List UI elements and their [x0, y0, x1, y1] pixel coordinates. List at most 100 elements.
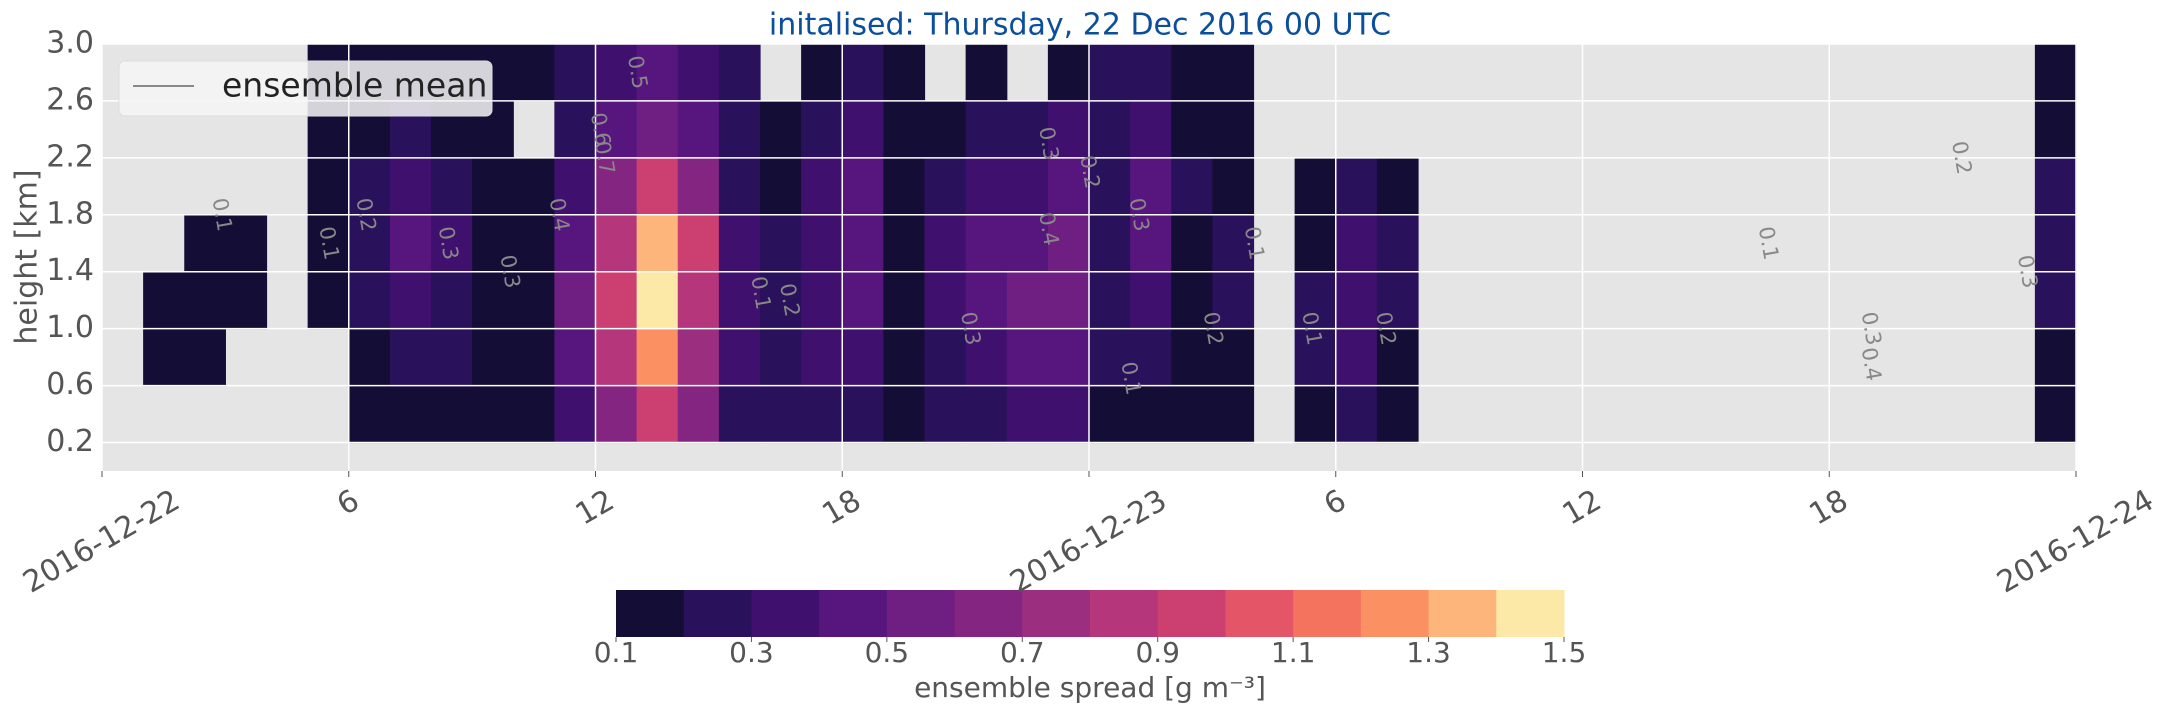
spread-cell: [595, 44, 638, 102]
spread-cell: [965, 328, 1008, 387]
spread-cell: [184, 214, 226, 273]
spread-cell: [1089, 44, 1131, 102]
spread-cell: [842, 214, 884, 273]
spread-cell: [883, 214, 926, 273]
spread-cell: [431, 214, 473, 273]
spread-cell: [348, 385, 391, 444]
spread-cell: [1047, 214, 1090, 273]
colorbar-patch: [1090, 590, 1159, 637]
spread-cell: [1047, 100, 1090, 159]
spread-cell: [307, 271, 350, 330]
spread-cell: [718, 328, 761, 387]
spread-cell: [718, 385, 761, 444]
mean-contour-label: 0.2: [1199, 310, 1228, 347]
spread-cell: [883, 100, 926, 159]
spread-cell: [1130, 214, 1172, 273]
spread-cell: [677, 328, 720, 387]
spread-cell: [431, 271, 473, 330]
mean-contour-label: 0.1: [1754, 225, 1783, 262]
spread-cell: [760, 157, 802, 216]
x-tick-label: 12: [1557, 483, 1608, 532]
spread-cell: [801, 214, 843, 273]
legend-box: [118, 60, 493, 117]
mean-contour-label: 0.4: [1857, 346, 1886, 383]
spread-cell: [965, 100, 1008, 159]
mean-contour-label: 0.2: [1947, 139, 1976, 176]
mean-contour-label: 0.2: [351, 196, 380, 233]
spread-cell: [1335, 271, 1378, 330]
spread-cell: [1294, 385, 1337, 444]
colorbar-patch: [1157, 590, 1226, 637]
spread-cell: [389, 157, 432, 216]
mean-contour-label: 0.1: [1240, 225, 1269, 262]
spread-cell: [513, 271, 555, 330]
spread-cell: [1171, 385, 1213, 444]
spread-cell: [965, 44, 1008, 102]
spread-cell: [801, 100, 843, 159]
spread-cell: [1130, 100, 1172, 159]
x-tick-label: 2016-12-23: [1004, 483, 1172, 600]
spread-cell: [883, 328, 926, 387]
spread-cell: [636, 44, 679, 102]
spread-cell: [677, 44, 720, 102]
spread-cell: [348, 328, 391, 387]
y-tick-label: 1.8: [46, 196, 94, 231]
spread-cell: [760, 271, 802, 330]
spread-cell: [677, 214, 720, 273]
spread-cell: [924, 328, 967, 387]
spread-cell: [184, 271, 226, 330]
colorbar-tick-label: 0.9: [1135, 636, 1180, 669]
spread-cell: [760, 214, 802, 273]
spread-cell: [595, 100, 638, 159]
spread-cell: [1212, 271, 1255, 330]
spread-cell: [1171, 214, 1213, 273]
spread-cell: [842, 271, 884, 330]
spread-cell: [1335, 385, 1378, 444]
spread-cell: [718, 157, 761, 216]
spread-cell: [842, 328, 884, 387]
spread-cell: [924, 271, 967, 330]
spread-cell: [1376, 214, 1419, 273]
spread-cell: [554, 328, 597, 387]
spread-cell: [1089, 214, 1131, 273]
y-axis-label: height [km]: [10, 169, 45, 344]
spread-cell: [389, 271, 432, 330]
spread-cell: [842, 157, 884, 216]
spread-cell: [1335, 157, 1378, 216]
spread-cell: [1294, 328, 1337, 387]
colorbar-patch: [751, 590, 820, 637]
mean-contour-label: 0.3: [434, 225, 463, 262]
x-tick-label: 2016-12-24: [1991, 483, 2159, 600]
spread-cell: [431, 385, 473, 444]
spread-cell: [554, 214, 597, 273]
spread-cell: [1376, 385, 1419, 444]
spread-cell: [636, 100, 679, 159]
spread-cell: [554, 100, 597, 159]
spread-cell: [636, 157, 679, 216]
colorbar-tick-label: 1.1: [1271, 636, 1316, 669]
spread-cell: [1089, 271, 1131, 330]
spread-cell: [842, 385, 884, 444]
mean-contour-label: 0.2: [1075, 153, 1104, 190]
mean-contour-label: 0.6: [586, 111, 615, 148]
colorbar-patch: [1428, 590, 1497, 637]
spread-cell: [554, 157, 597, 216]
spread-cell: [513, 385, 555, 444]
spread-cell: [1130, 328, 1172, 387]
y-tick-label: 1.0: [46, 310, 94, 345]
spread-cell: [1047, 157, 1090, 216]
spread-cell: [636, 214, 679, 273]
mean-contour-label: 0.7: [590, 139, 619, 176]
colorbar-tick-label: 0.1: [594, 636, 639, 669]
spread-cell: [1294, 157, 1337, 216]
spread-cell: [1171, 271, 1213, 330]
colorbar-patch: [616, 590, 685, 637]
spread-cell: [1212, 385, 1255, 444]
colorbar-tick-label: 0.5: [865, 636, 910, 669]
spread-cell: [554, 271, 597, 330]
spread-cell: [472, 214, 514, 273]
legend-label: ensemble mean: [222, 66, 487, 105]
spread-cell: [1006, 385, 1049, 444]
spread-cell: [2034, 385, 2077, 444]
y-tick-label: 3.0: [46, 26, 94, 61]
